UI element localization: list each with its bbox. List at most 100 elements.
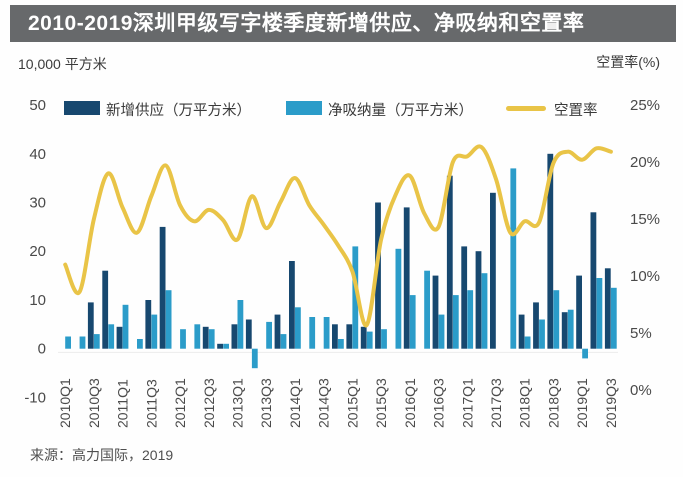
supply-bar — [289, 261, 295, 349]
x-axis-tick: 2015Q3 — [373, 378, 389, 428]
absorption-bar — [366, 331, 373, 349]
absorption-bar — [237, 300, 244, 349]
absorption-bar — [395, 248, 402, 349]
x-axis-tick: 2011Q1 — [115, 379, 131, 428]
absorption-bar — [424, 270, 430, 349]
supply-bar — [547, 153, 554, 349]
absorption-bar — [79, 336, 86, 349]
x-axis-tick: 2010Q1 — [57, 378, 73, 428]
supply-bar — [533, 302, 539, 349]
right-axis-tick: 20% — [630, 154, 660, 171]
x-axis-tick: 2012Q1 — [172, 378, 188, 428]
supply-bar — [561, 312, 568, 349]
absorption-bar — [582, 348, 588, 359]
absorption-bar — [467, 290, 474, 349]
supply-bar — [490, 192, 496, 349]
legend-absorption-label: 净吸纳量（万平方米） — [328, 103, 473, 119]
supply-bar — [475, 251, 482, 349]
legend: 新增供应（万平方米） 净吸纳量（万平方米） 空置率 — [0, 99, 683, 119]
x-axis-tick: 2016Q3 — [431, 378, 447, 428]
x-axis-tick: 2017Q1 — [459, 378, 475, 428]
supply-bar — [145, 300, 152, 349]
supply-bar — [202, 326, 209, 349]
supply-bar — [159, 226, 166, 349]
absorption-bar — [165, 290, 172, 349]
x-axis-tick: 2018Q3 — [545, 378, 561, 428]
right-axis-tick: 5% — [630, 325, 652, 342]
legend-supply-label: 新增供应（万平方米） — [106, 103, 251, 119]
x-axis-tick: 2011Q3 — [143, 379, 159, 428]
left-axis-tick: 30 — [29, 195, 46, 212]
right-axis-tick: 10% — [630, 268, 660, 285]
left-axis-tick: 50 — [29, 97, 46, 114]
left-axis-tick: 20 — [29, 243, 46, 260]
left-axis-tick: 0 — [38, 341, 46, 358]
x-axis-baseline — [58, 351, 618, 353]
absorption-bar — [208, 329, 215, 349]
absorption-bar — [323, 317, 330, 349]
absorption-bar — [280, 334, 287, 349]
absorption-bar — [510, 168, 517, 349]
absorption-bar — [481, 273, 488, 349]
supply-bar — [274, 314, 281, 349]
right-axis-unit-label: 空置率(%) — [596, 54, 660, 70]
right-axis-tick: 15% — [630, 211, 660, 228]
supply-bar — [346, 324, 353, 349]
absorption-bar — [596, 278, 603, 349]
right-axis-tick: 0% — [630, 382, 652, 399]
supply-bar — [116, 326, 123, 349]
x-axis-tick: 2015Q1 — [344, 378, 360, 428]
supply-bar — [432, 275, 439, 349]
absorption-bar — [452, 295, 459, 349]
supply-bar — [332, 324, 338, 349]
supply-bar — [360, 326, 367, 349]
absorption-bar — [137, 339, 143, 349]
absorption-bar — [352, 246, 359, 349]
left-axis-tick: 40 — [29, 146, 46, 163]
absorption-bar — [309, 317, 316, 349]
vacancy-rate-line — [63, 144, 613, 328]
absorption-bar — [122, 304, 129, 349]
absorption-bar — [438, 314, 445, 349]
left-axis-tick: 10 — [29, 292, 46, 309]
x-axis-tick: 2012Q3 — [201, 378, 217, 428]
absorption-bar — [381, 329, 387, 349]
x-axis-tick: 2010Q3 — [86, 378, 102, 428]
absorption-bar — [251, 348, 258, 369]
x-axis-tick: 2017Q3 — [488, 378, 504, 428]
supply-bar — [231, 324, 238, 349]
legend-vacancy-label: 空置率 — [554, 103, 598, 119]
absorption-bar — [223, 343, 229, 349]
absorption-bar — [65, 336, 71, 349]
chart-title: 2010-2019深圳甲级写字楼季度新增供应、净吸纳和空置率 — [10, 5, 676, 42]
absorption-bar — [338, 339, 344, 349]
absorption-bar — [295, 307, 301, 349]
absorption-bar — [610, 287, 617, 349]
supply-bar — [102, 270, 109, 349]
absorption-bar — [553, 290, 560, 349]
x-axis-tick: 2019Q3 — [603, 378, 619, 428]
supply-bar — [245, 319, 252, 349]
supply-bar — [590, 212, 597, 349]
left-axis-tick: -10 — [24, 389, 46, 406]
x-axis-tick: 2018Q1 — [517, 378, 533, 428]
supply-swatch-icon — [64, 101, 100, 115]
supply-bar — [604, 268, 611, 349]
supply-bar — [461, 246, 468, 349]
source-note: 来源：高力国际，2019 — [30, 447, 174, 463]
x-axis-tick: 2013Q1 — [230, 378, 246, 428]
supply-bar — [403, 207, 410, 349]
x-axis-tick: 2014Q1 — [287, 378, 303, 428]
absorption-bar — [524, 336, 531, 349]
absorption-bar — [93, 334, 100, 349]
absorption-bar — [108, 324, 115, 349]
absorption-bar — [151, 314, 158, 349]
right-axis-tick: 25% — [630, 97, 660, 114]
x-axis-tick: 2013Q3 — [258, 378, 274, 428]
vacancy-line-swatch-icon — [506, 106, 546, 111]
x-axis-tick: 2016Q1 — [402, 378, 418, 428]
absorption-swatch-icon — [286, 101, 322, 115]
supply-bar — [375, 202, 381, 349]
supply-bar — [217, 343, 223, 349]
